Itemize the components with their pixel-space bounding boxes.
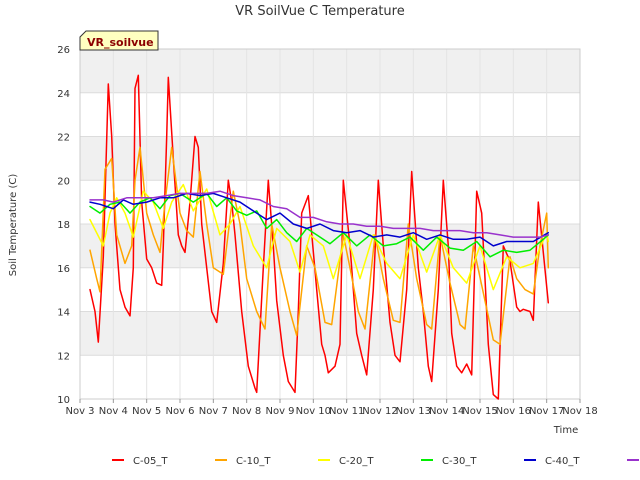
x-tick-label: Nov 4 xyxy=(99,406,128,417)
x-tick-label: Nov 7 xyxy=(199,406,228,417)
y-axis-ticks: 10 12 14 16 18 20 22 24 26 xyxy=(57,45,70,406)
badge-box xyxy=(79,30,159,51)
x-axis-label: Time xyxy=(553,425,578,436)
plot-background xyxy=(80,49,580,399)
y-tick-label: 14 xyxy=(57,308,70,319)
x-tick-label: Nov 9 xyxy=(265,406,294,417)
series-line-c-05-t xyxy=(89,74,550,400)
y-tick-label: 12 xyxy=(57,351,70,362)
x-tick-label: Nov 14 xyxy=(429,406,464,417)
plot-band xyxy=(80,267,580,312)
plot-band xyxy=(80,136,580,181)
chart-title: VR SoilVue C Temperature xyxy=(235,4,404,19)
y-tick-label: 10 xyxy=(57,395,70,406)
plot-band xyxy=(80,355,580,399)
y-tick-label: 22 xyxy=(57,133,70,144)
series-lines xyxy=(89,74,550,400)
plot-band xyxy=(80,180,580,224)
x-tick-label: Nov 11 xyxy=(329,406,364,417)
x-tick-label: Nov 10 xyxy=(296,406,331,417)
x-tick-label: Nov 12 xyxy=(362,406,397,417)
plot-frame xyxy=(79,48,581,400)
x-axis-ticks: Nov 3 Nov 4 Nov 5 Nov 6 Nov 7 Nov 8 Nov 9 Nov 1… xyxy=(65,399,598,417)
series-line-c-30-t xyxy=(89,192,550,258)
legend-label: C-05_T xyxy=(133,456,168,467)
legend-label: C-10_T xyxy=(236,456,271,467)
x-tick-label: Nov 18 xyxy=(562,406,597,417)
legend-label: C-30_T xyxy=(442,456,477,467)
grid-lines xyxy=(79,48,581,400)
series-line-c-40-t xyxy=(89,192,550,247)
y-tick-label: 20 xyxy=(57,176,70,187)
y-tick-label: 16 xyxy=(57,264,70,275)
plot-band xyxy=(80,92,580,137)
x-tick-label: Nov 8 xyxy=(232,406,261,417)
x-tick-label: Nov 13 xyxy=(396,406,431,417)
x-tick-label: Nov 3 xyxy=(65,406,94,417)
x-tick-label: Nov 16 xyxy=(496,406,531,417)
x-tick-label: Nov 6 xyxy=(165,406,194,417)
series-line-c-10-t xyxy=(89,146,550,346)
y-tick-label: 24 xyxy=(57,89,70,100)
y-tick-label: 26 xyxy=(57,45,70,56)
y-axis-label: Soil Temperature (C) xyxy=(8,174,19,277)
x-tick-label: Nov 15 xyxy=(462,406,497,417)
y-tick-label: 18 xyxy=(57,220,70,231)
x-tick-label: Nov 17 xyxy=(529,406,564,417)
legend: C-05_TC-10_TC-20_TC-30_TC-40_TC-50_T xyxy=(112,456,639,467)
badge-label: VR_soilvue xyxy=(87,36,154,49)
dataset-badge: VR_soilvue xyxy=(79,30,159,51)
x-tick-label: Nov 5 xyxy=(132,406,161,417)
series-line-c-50-t xyxy=(89,190,550,238)
legend-label: C-40_T xyxy=(545,456,580,467)
legend-label: C-20_T xyxy=(339,456,374,467)
plot-band xyxy=(80,311,580,356)
plot-band xyxy=(80,49,580,93)
